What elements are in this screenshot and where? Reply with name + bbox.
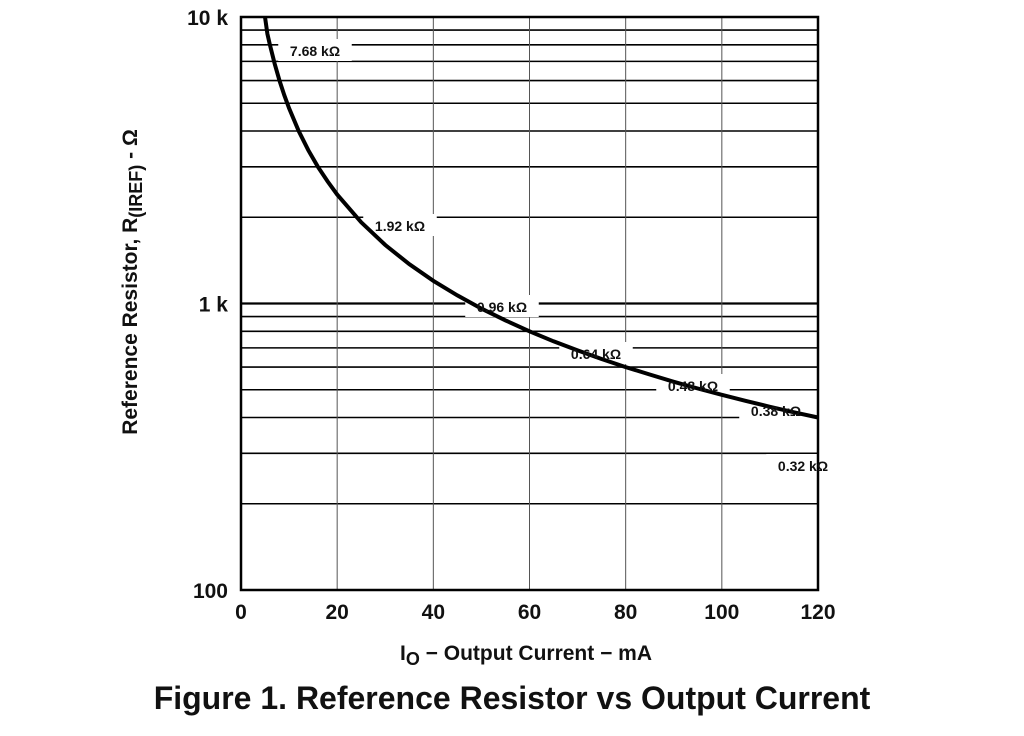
y-tick-label: 100 [193, 580, 228, 603]
chart: 7.68 kΩ 1.92 kΩ 0.96 kΩ 0.64 kΩ 0.48 kΩ 0.38 … [119, 7, 840, 670]
annotation-label: 0.96 kΩ [477, 299, 527, 315]
x-tick-label: 0 [235, 601, 247, 624]
annotation-label: 0.64 kΩ [571, 346, 621, 362]
x-tick-label: 20 [325, 601, 348, 624]
y-axis-title-rest: - Ω [119, 129, 142, 165]
y-tick-label: 10 k [187, 7, 228, 30]
x-tick-label: 80 [614, 601, 637, 624]
y-axis-ticks: 100 1 k 10 k [187, 7, 228, 603]
annotation-label: 1.92 kΩ [375, 218, 425, 234]
x-tick-label: 120 [800, 601, 835, 624]
annotation-background [559, 342, 633, 364]
annotation-background [278, 39, 352, 61]
x-tick-label: 100 [704, 601, 739, 624]
y-axis-title-main: Reference Resistor, R [119, 218, 142, 435]
annotations: 7.68 kΩ 1.92 kΩ 0.96 kΩ 0.64 kΩ 0.48 kΩ 0.38 … [290, 43, 828, 474]
y-tick-label: 1 k [199, 294, 229, 317]
x-axis-ticks: 0 20 40 60 80 100 120 [235, 601, 835, 624]
x-tick-label: 40 [422, 601, 445, 624]
annotation-background [363, 214, 437, 236]
y-axis-title-sub: (IREF) [126, 165, 146, 218]
figure-title: Figure 1. Reference Resistor vs Output C… [153, 680, 871, 716]
annotation-label: 0.38 kΩ [751, 403, 801, 419]
plot-area-frame [239, 15, 820, 592]
x-axis-title-main: I [400, 642, 406, 665]
x-axis-title: IO − Output Current − mA [400, 642, 652, 669]
x-tick-label: 60 [518, 601, 541, 624]
annotation-background [766, 454, 840, 476]
y-axis-title: Reference Resistor, R(IREF) - Ω [119, 129, 146, 435]
annotation-label: 7.68 kΩ [290, 43, 340, 59]
grid-lines [241, 17, 818, 590]
x-axis-title-sub: O [406, 649, 420, 669]
data-series-line [263, 16, 819, 420]
annotation-label: 0.32 kΩ [778, 458, 828, 474]
annotation-label: 0.48 kΩ [668, 378, 718, 394]
x-axis-title-rest: − Output Current − mA [420, 642, 652, 665]
